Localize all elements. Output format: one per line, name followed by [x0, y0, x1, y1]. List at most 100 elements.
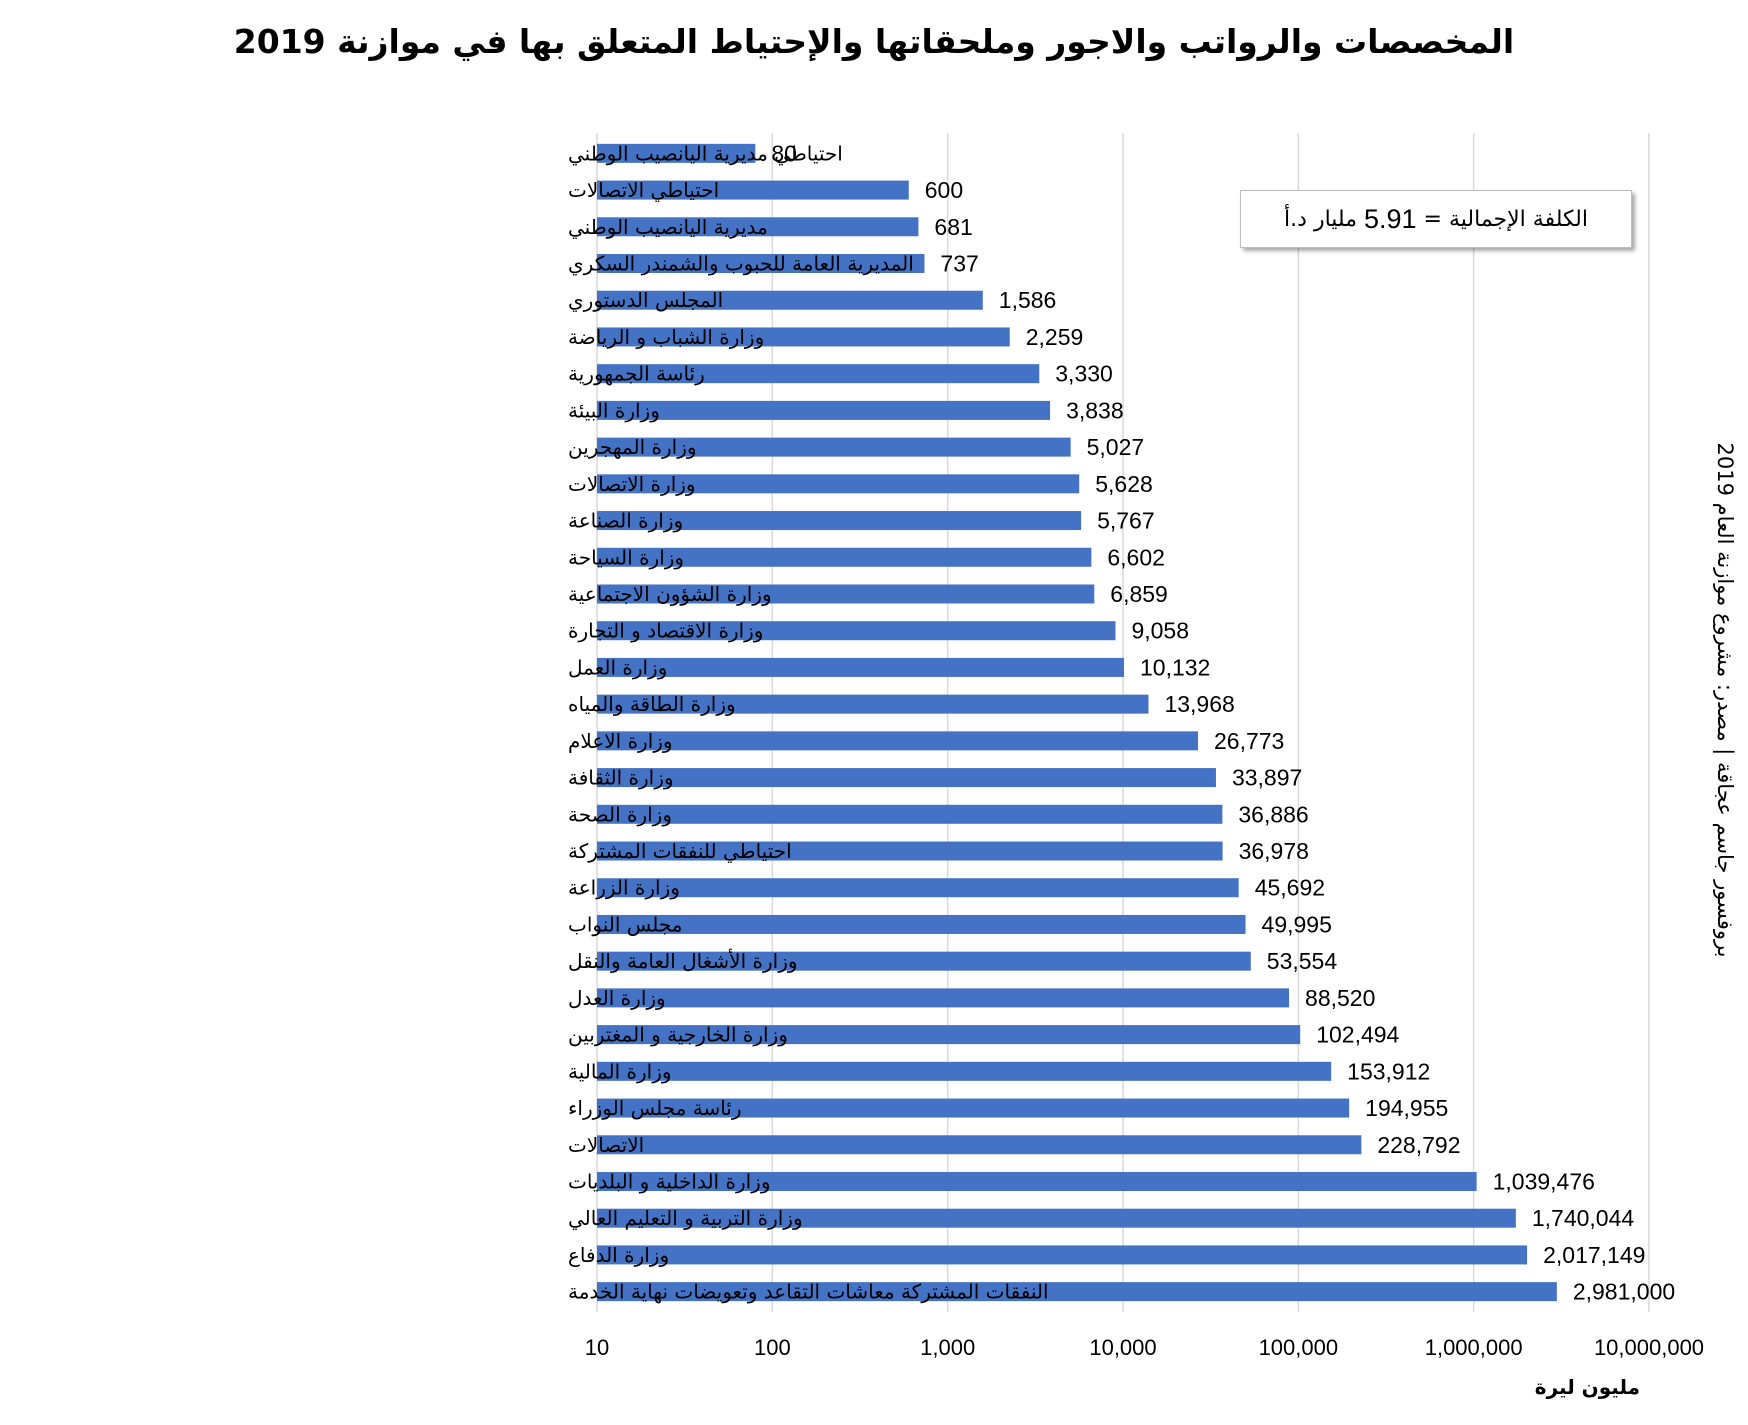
x-tick-label: 1,000,000 — [1425, 1335, 1523, 1360]
category-label: وزارة المهجرين — [568, 435, 697, 459]
bar — [597, 143, 756, 163]
value-label: 80 — [771, 140, 797, 166]
category-label: وزارة التربية و التعليم العالي — [568, 1206, 803, 1231]
x-tick-label: 100,000 — [1259, 1335, 1339, 1360]
category-label: وزارة الزراعة — [568, 876, 680, 900]
bar — [597, 988, 1290, 1008]
value-label: 681 — [934, 214, 972, 240]
value-label: 228,792 — [1377, 1132, 1460, 1158]
category-label: وزارة السياحة — [568, 545, 684, 569]
source-note: بروفسور جاسم عجاقة | مصدر: مشروع موازنة … — [1713, 442, 1737, 958]
category-label: وزارة الاتصالات — [568, 472, 696, 496]
bar — [597, 180, 909, 200]
x-axis-tick-labels: 10 100 1,000 10,000 100,000 1,000,000 10,000,0… — [585, 1335, 1704, 1360]
value-label: 5,027 — [1087, 434, 1145, 460]
value-label: 153,912 — [1347, 1058, 1430, 1084]
value-label: 5,628 — [1095, 471, 1153, 497]
x-tick-label: 10 — [585, 1335, 609, 1360]
category-label: وزارة المالية — [568, 1059, 672, 1083]
total-cost-unit: مليار د.أ — [1284, 206, 1357, 232]
category-label: رئاسة الجمهورية — [568, 362, 705, 386]
value-label: 45,692 — [1255, 875, 1325, 901]
bar — [597, 327, 1010, 347]
bar — [597, 1025, 1301, 1045]
category-label: النفقات المشتركة معاشات التقاعد وتعويضات… — [568, 1280, 1049, 1304]
value-label: 10,132 — [1140, 654, 1210, 680]
bar — [597, 254, 925, 274]
value-label: 2,259 — [1026, 324, 1084, 350]
value-label: 13,968 — [1164, 691, 1234, 717]
bar — [597, 1282, 1557, 1302]
value-label: 3,330 — [1055, 361, 1113, 387]
bar — [597, 1245, 1528, 1265]
total-cost-value: 5.91 — [1363, 203, 1417, 234]
category-label: وزارة البيئة — [568, 398, 660, 422]
category-label: مديرية اليانصيب الوطني — [568, 215, 768, 240]
value-label: 1,586 — [999, 287, 1057, 313]
value-label: 600 — [925, 177, 963, 203]
category-label: مجلس النواب — [568, 912, 683, 936]
bar — [597, 364, 1040, 384]
value-label: 194,955 — [1365, 1095, 1448, 1121]
x-tick-label: 10,000,000 — [1594, 1335, 1704, 1360]
value-labels: 80 600 681 737 1,586 2,259 3,330 3,838 5,027 5,62… — [771, 140, 1675, 1304]
bar — [597, 1135, 1362, 1155]
value-label: 5,767 — [1097, 508, 1155, 534]
chart-title: المخصصات والرواتب والاجور وملحقاتها والإ… — [233, 22, 1515, 61]
bar — [597, 657, 1124, 677]
category-label: احتياطي للنفقات المشتركة — [568, 839, 792, 864]
category-label: وزارة الشباب و الرياضة — [568, 325, 764, 349]
bar — [597, 878, 1239, 898]
bar — [597, 400, 1051, 420]
bar — [597, 621, 1116, 641]
total-cost-label: الكلفة الإجمالية = — [1423, 206, 1588, 232]
category-label: الاتصالات — [568, 1133, 644, 1157]
value-label: 36,978 — [1239, 838, 1309, 864]
value-label: 3,838 — [1066, 397, 1124, 423]
bar — [597, 1098, 1350, 1118]
value-label: 6,859 — [1110, 581, 1168, 607]
category-label: وزارة الدفاع — [568, 1243, 669, 1267]
category-label: المجلس الدستوري — [568, 288, 723, 313]
bars — [597, 143, 1557, 1302]
bar — [597, 290, 983, 310]
value-label: 1,039,476 — [1493, 1168, 1595, 1194]
x-axis-unit-label: مليون ليرة — [1534, 1375, 1640, 1399]
category-label: وزارة الشؤون الاجتماعية — [568, 582, 772, 606]
category-label: وزارة العدل — [568, 986, 666, 1010]
category-label: وزارة الاقتصاد و التجارة — [568, 619, 763, 643]
bar — [597, 951, 1251, 971]
category-labels: احتياطي مديرية اليانصيب الوطني احتياطي ال… — [568, 141, 1049, 1303]
category-label: المديرية العامة للحبوب والشمندر السكري — [568, 252, 914, 277]
category-label: وزارة الأشغال العامة والنقل — [568, 949, 798, 973]
category-label: احتياطي مديرية اليانصيب الوطني — [568, 141, 843, 166]
value-label: 33,897 — [1232, 765, 1302, 791]
bar — [597, 437, 1071, 457]
total-cost-callout: الكلفة الإجمالية = 5.91 مليار د.أ — [1240, 190, 1632, 248]
bar — [597, 474, 1080, 494]
value-label: 49,995 — [1262, 911, 1332, 937]
category-label: وزارة الخارجية و المغتربين — [568, 1023, 788, 1047]
bar — [597, 804, 1223, 824]
category-label: احتياطي الاتصالات — [568, 178, 719, 203]
x-tick-label: 100 — [754, 1335, 791, 1360]
value-label: 53,554 — [1267, 948, 1338, 974]
x-tick-label: 1,000 — [920, 1335, 975, 1360]
value-label: 1,740,044 — [1532, 1205, 1635, 1231]
category-label: وزارة العمل — [568, 655, 667, 679]
bar — [597, 217, 919, 237]
bar — [597, 1208, 1516, 1228]
bar — [597, 584, 1095, 604]
bar — [597, 731, 1198, 751]
category-label: وزارة الداخلية و البلديات — [568, 1169, 770, 1193]
bar — [597, 768, 1216, 788]
category-label: وزارة الطاقة والمياه — [568, 692, 736, 716]
x-tick-label: 10,000 — [1089, 1335, 1156, 1360]
value-label: 102,494 — [1316, 1022, 1399, 1048]
bar — [597, 511, 1082, 531]
bar — [597, 841, 1223, 861]
value-label: 36,886 — [1238, 801, 1308, 827]
category-label: وزارة الصناعة — [568, 509, 683, 533]
value-label: 88,520 — [1305, 985, 1375, 1011]
value-label: 2,017,149 — [1543, 1242, 1645, 1268]
